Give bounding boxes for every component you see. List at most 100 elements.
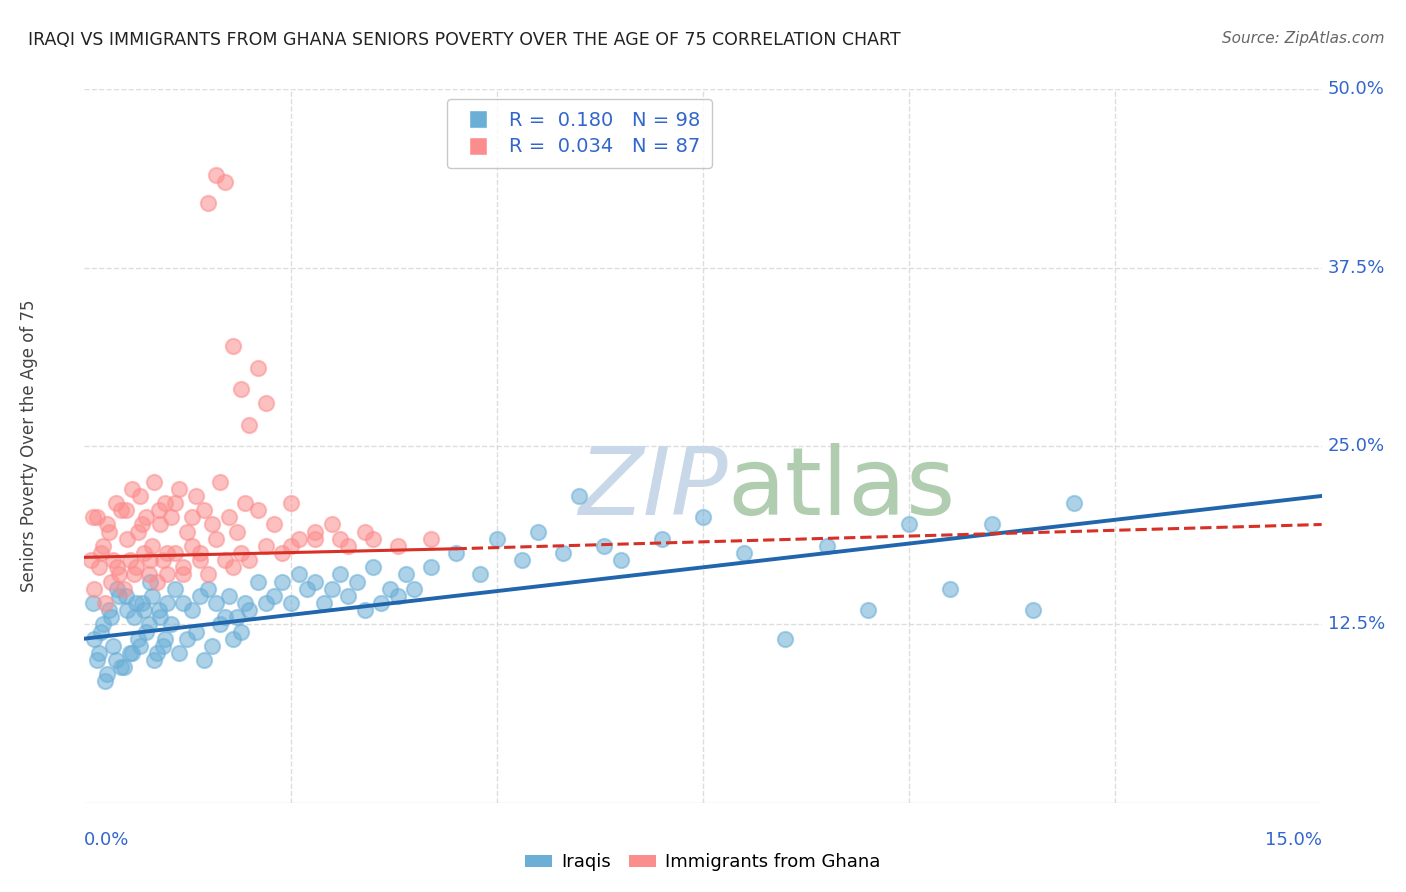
Point [246, 503, 269, 517]
Point [146, 646, 169, 660]
Point [353, 603, 375, 617]
Point [378, 582, 401, 596]
Point [470, 567, 492, 582]
Point [444, 546, 467, 560]
Point [527, 524, 550, 539]
Point [193, 653, 215, 667]
Point [304, 532, 326, 546]
Point [152, 639, 174, 653]
Point [180, 539, 202, 553]
Point [167, 482, 190, 496]
Point [180, 603, 202, 617]
Point [222, 632, 245, 646]
Point [404, 582, 426, 596]
Point [271, 574, 294, 589]
Point [156, 567, 179, 582]
Point [184, 489, 207, 503]
Point [176, 632, 198, 646]
Text: 37.5%: 37.5% [1327, 259, 1385, 277]
Point [271, 546, 294, 560]
Point [263, 517, 285, 532]
Point [568, 489, 591, 503]
Point [110, 503, 132, 517]
Point [229, 382, 252, 396]
Point [180, 510, 202, 524]
Point [139, 574, 162, 589]
Point [295, 582, 318, 596]
Point [288, 567, 311, 582]
Point [329, 567, 352, 582]
Point [775, 632, 797, 646]
Point [184, 624, 207, 639]
Point [939, 582, 962, 596]
Point [1063, 496, 1085, 510]
Point [94, 596, 117, 610]
Point [395, 567, 418, 582]
Point [188, 546, 211, 560]
Point [229, 624, 252, 639]
Point [419, 560, 441, 574]
Point [254, 396, 277, 410]
Text: 50.0%: 50.0% [1327, 80, 1385, 98]
Point [238, 553, 260, 567]
Point [329, 532, 352, 546]
Point [86, 653, 108, 667]
Point [692, 510, 714, 524]
Point [131, 517, 153, 532]
Point [233, 496, 256, 510]
Point [91, 539, 114, 553]
Point [117, 532, 139, 546]
Point [108, 589, 131, 603]
Point [593, 539, 616, 553]
Point [156, 596, 179, 610]
Point [165, 546, 187, 560]
Text: ZIP: ZIP [578, 443, 728, 534]
Point [82, 596, 104, 610]
Point [280, 496, 302, 510]
Point [280, 596, 302, 610]
Point [121, 482, 143, 496]
Point [197, 582, 219, 596]
Point [551, 546, 574, 560]
Point [188, 589, 211, 603]
Point [103, 553, 125, 567]
Point [117, 603, 139, 617]
Point [82, 510, 104, 524]
Point [165, 582, 187, 596]
Point [205, 532, 228, 546]
Point [114, 503, 136, 517]
Point [370, 596, 392, 610]
Point [246, 574, 269, 589]
Point [218, 589, 240, 603]
Point [153, 632, 176, 646]
Point [419, 532, 441, 546]
Point [229, 546, 252, 560]
Point [83, 582, 105, 596]
Point [304, 574, 326, 589]
Point [127, 632, 149, 646]
Point [104, 653, 127, 667]
Point [160, 510, 183, 524]
Point [114, 589, 136, 603]
Point [135, 624, 157, 639]
Point [94, 674, 117, 689]
Point [103, 639, 125, 653]
Point [188, 553, 211, 567]
Point [387, 539, 409, 553]
Point [152, 553, 174, 567]
Legend: Iraqis, Immigrants from Ghana: Iraqis, Immigrants from Ghana [517, 847, 889, 879]
Text: 0.0%: 0.0% [84, 831, 129, 849]
Point [312, 596, 335, 610]
Point [121, 646, 143, 660]
Text: Source: ZipAtlas.com: Source: ZipAtlas.com [1222, 31, 1385, 46]
Point [510, 553, 533, 567]
Point [91, 617, 114, 632]
Point [112, 582, 135, 596]
Point [214, 610, 236, 624]
Point [143, 475, 166, 489]
Point [733, 546, 755, 560]
Point [131, 596, 153, 610]
Point [980, 517, 1002, 532]
Point [361, 532, 384, 546]
Point [129, 489, 152, 503]
